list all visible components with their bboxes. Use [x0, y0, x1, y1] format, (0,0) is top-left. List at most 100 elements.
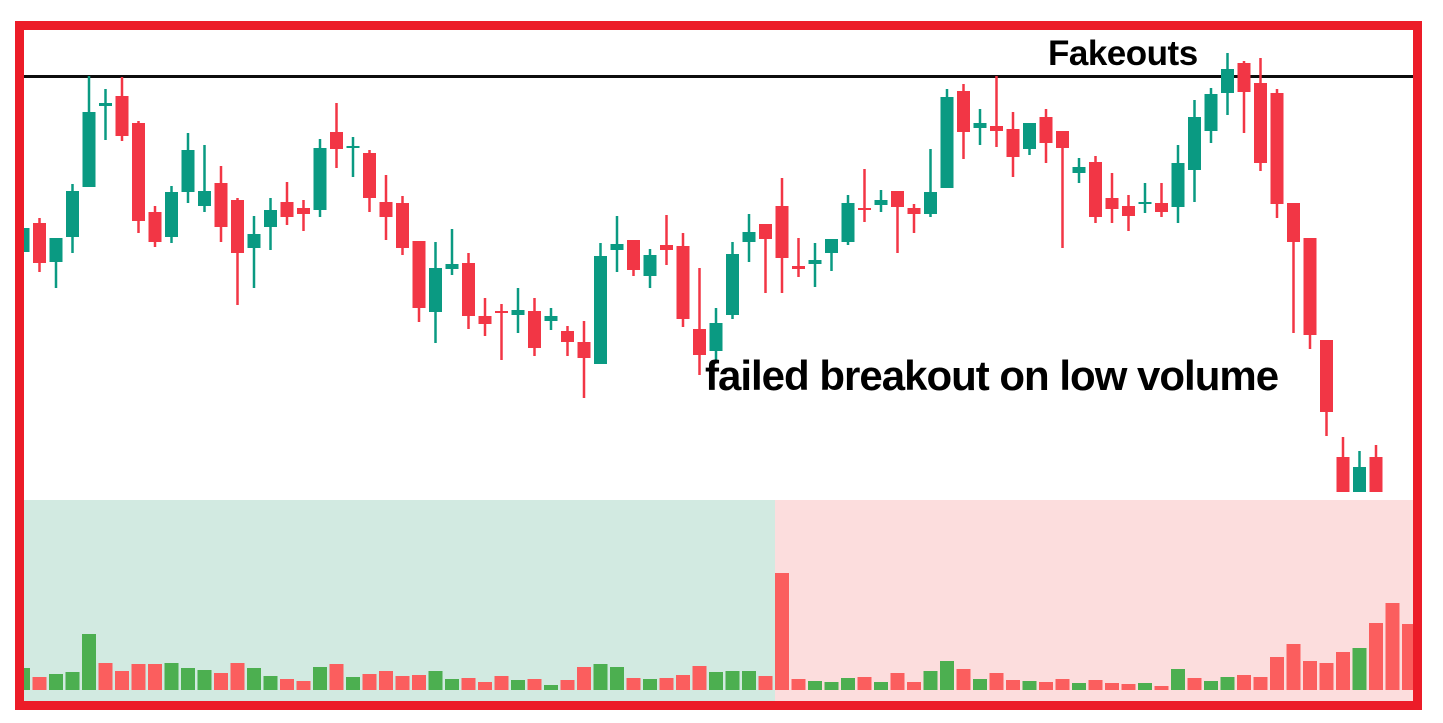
candle-down	[280, 202, 294, 217]
volume-bar	[1237, 675, 1251, 690]
volume-bar	[247, 668, 261, 690]
volume-bar	[643, 679, 657, 690]
volume-bar	[148, 664, 162, 690]
candle-up	[874, 200, 888, 205]
volume-bar	[989, 673, 1004, 690]
volume-bar	[544, 685, 558, 690]
candle-down	[495, 311, 508, 313]
candle-down	[1336, 457, 1350, 492]
volume-bar	[82, 634, 96, 690]
candle-up	[924, 192, 937, 214]
volume-bar	[32, 677, 47, 690]
candle-down	[1254, 83, 1267, 163]
chart-plot-area	[24, 53, 1413, 701]
volume-bar	[49, 674, 63, 690]
candle-down	[1237, 63, 1251, 92]
volume-bg-pink-region	[775, 500, 1413, 701]
candle-down	[1039, 117, 1053, 143]
candle-up	[973, 123, 987, 128]
volume-bar	[973, 679, 987, 690]
candle-up	[544, 316, 558, 321]
candle-up	[49, 238, 63, 262]
candle-up	[66, 191, 79, 237]
volume-bar	[1171, 669, 1185, 690]
candle-up	[1204, 94, 1218, 131]
volume-bar	[1055, 679, 1070, 690]
candle-down	[396, 203, 409, 248]
volume-bar	[659, 678, 674, 690]
volume-bar	[824, 682, 839, 690]
candle-down	[561, 331, 574, 342]
candle-down	[693, 329, 706, 355]
candle-down	[231, 200, 244, 253]
volume-bar	[1303, 661, 1317, 690]
volume-bar	[280, 679, 294, 690]
candle-down	[907, 208, 921, 214]
candle-down	[528, 311, 541, 348]
candle-up	[1353, 467, 1366, 492]
volume-bar	[379, 671, 393, 690]
volume-bar	[164, 663, 179, 690]
volume-bar	[1022, 681, 1037, 690]
volume-bar	[841, 678, 855, 690]
volume-bar	[791, 679, 806, 690]
candle-down	[1089, 162, 1102, 217]
candle-down	[1303, 238, 1317, 335]
candle-down	[462, 263, 475, 316]
volume-bar	[1352, 648, 1367, 690]
volume-bar	[758, 676, 773, 690]
fakeouts-label: Fakeouts	[1048, 34, 1198, 73]
volume-bar	[511, 680, 525, 690]
volume-bar	[1253, 677, 1268, 690]
volume-bar	[214, 673, 228, 690]
volume-bar	[230, 663, 245, 690]
volume-bar	[1138, 683, 1152, 690]
candle-up	[841, 203, 855, 242]
candle-up	[429, 268, 442, 312]
candle-down	[577, 342, 591, 358]
candle-down	[1056, 131, 1069, 148]
candle-down	[115, 96, 129, 136]
volume-bar	[24, 668, 30, 690]
volume-bar	[857, 677, 872, 690]
volume-bar	[1006, 680, 1020, 690]
volume-bar	[610, 667, 624, 690]
candle-up	[643, 255, 657, 276]
volume-bar	[296, 681, 311, 690]
volume-bar	[1154, 686, 1169, 690]
candle-down	[676, 246, 690, 319]
volume-bar	[560, 680, 575, 690]
volume-bar	[428, 671, 443, 690]
candle-up	[709, 323, 723, 351]
candle-down	[478, 316, 492, 324]
volume-bar	[1336, 652, 1350, 690]
volume-bar	[725, 671, 740, 690]
candle-up	[313, 148, 327, 210]
volume-bar	[1319, 663, 1334, 690]
candle-down	[148, 212, 162, 242]
candle-up	[594, 256, 607, 364]
volume-bar	[1270, 657, 1284, 690]
candle-down	[132, 123, 145, 221]
candle-up	[346, 146, 360, 148]
volume-bar	[577, 667, 591, 690]
volume-bar	[808, 681, 822, 690]
volume-bar	[478, 682, 492, 690]
volume-bar	[956, 669, 971, 690]
volume-bar	[593, 664, 608, 690]
candle-down	[627, 240, 640, 270]
candle-down	[1122, 206, 1135, 216]
candle-down	[1320, 340, 1333, 412]
volume-bar	[676, 675, 690, 690]
candle-down	[363, 153, 376, 198]
candle-up	[181, 150, 195, 192]
candle-up	[247, 234, 261, 248]
volume-bar	[445, 679, 459, 690]
volume-bar	[1039, 682, 1053, 690]
volume-bar	[1088, 680, 1103, 690]
volume-bar	[1402, 624, 1413, 690]
volume-bar	[263, 676, 278, 690]
volume-bar	[1286, 644, 1301, 690]
candle-down	[412, 241, 426, 308]
